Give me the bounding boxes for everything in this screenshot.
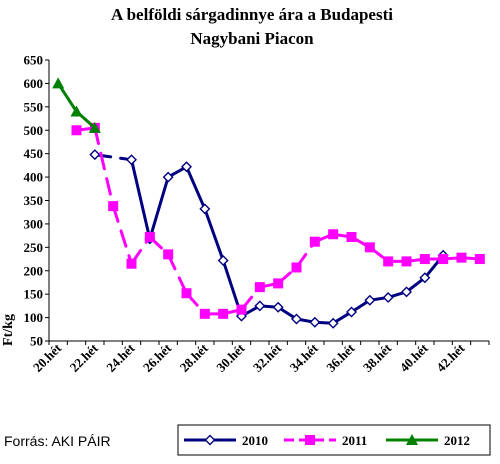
- series-2011-point: [328, 229, 339, 240]
- series-2010-point: [419, 272, 431, 284]
- series-2011-point: [126, 258, 137, 269]
- series-2011-point: [291, 262, 302, 273]
- series-2011-segment: [93, 126, 115, 208]
- y-tick-label: 600: [24, 76, 44, 91]
- y-tick-label: 100: [24, 310, 44, 325]
- series-2010-point: [254, 300, 266, 312]
- chart-title-line-1: A belföldi sárgadinnye ára a Budapesti: [111, 5, 393, 24]
- series-2010-point: [162, 171, 174, 183]
- legend-label-2012: 2012: [444, 433, 470, 448]
- x-tick-label: 34.hét: [287, 340, 322, 375]
- chart-title-line-2: Nagybani Piacon: [190, 29, 314, 48]
- x-tick-label: 24.hét: [103, 340, 138, 375]
- legend-label-2011: 2011: [342, 433, 367, 448]
- series-2010-point: [327, 317, 339, 329]
- series-2010-point: [126, 154, 137, 166]
- series-2011-point: [419, 254, 430, 265]
- series-2011-segment: [166, 252, 188, 295]
- series-2010-point: [199, 203, 211, 215]
- legend-item-2010: 2010: [184, 433, 268, 448]
- x-tick-label: 26.hét: [140, 340, 175, 375]
- series-2010-segment: [203, 207, 225, 262]
- y-tick-label: 500: [24, 123, 44, 138]
- x-tick-label: 38.hét: [360, 340, 395, 375]
- series-2011: [71, 122, 485, 319]
- series-2010-point: [346, 306, 357, 318]
- x-tick-label: 22.hét: [67, 340, 102, 375]
- source-note: Forrás: AKI PÁIR: [4, 433, 111, 449]
- x-tick-label: 42.hét: [433, 340, 468, 375]
- series-2011-point: [199, 308, 210, 319]
- y-tick-label: 450: [24, 146, 44, 161]
- series-2011-segment: [111, 204, 133, 266]
- series-2011-point: [474, 254, 485, 265]
- legend-marker-2012: [406, 434, 418, 445]
- series-2010-point: [272, 301, 284, 313]
- x-tick-label: 28.hét: [177, 340, 212, 375]
- series-2011-point: [71, 125, 82, 136]
- y-tick-label: 150: [24, 287, 44, 302]
- series-2010-segment: [130, 158, 152, 241]
- x-tick-labels: 20.hét 22.hét 24.hét 26.hét 28.hét 30.hét 32.h…: [30, 340, 468, 375]
- series-2011-point: [144, 232, 155, 243]
- legend: 2010 2011 2012: [177, 424, 491, 456]
- series-2011-point: [254, 282, 265, 293]
- y-tick-label: 650: [24, 53, 44, 68]
- series-2012: [52, 77, 101, 133]
- series-2011-point: [236, 304, 247, 315]
- x-tick-label: 32.hét: [250, 340, 285, 375]
- series-2011-point: [383, 256, 394, 267]
- x-tick-label: 30.hét: [213, 340, 248, 375]
- series-2011-point: [438, 254, 449, 265]
- series-2011-point: [218, 308, 229, 319]
- series-2011-point: [181, 288, 192, 299]
- y-tick-label: 250: [24, 240, 44, 255]
- series-2010-point: [89, 149, 101, 161]
- series-2011-point: [309, 236, 320, 247]
- series-2011-point: [273, 278, 284, 289]
- series-2010-segment: [185, 165, 207, 211]
- y-tick-label: 50: [30, 334, 43, 349]
- y-tick-label: 550: [24, 99, 44, 114]
- y-tick-labels: 50 100 150 200 250 300 350 400 450 500 550 600 650: [24, 53, 44, 349]
- legend-marker-2011: [305, 435, 315, 445]
- series-2011-point: [456, 252, 467, 263]
- x-tick-label: 36.hét: [323, 340, 358, 375]
- legend-marker-2010: [204, 434, 216, 446]
- series-2011-point: [346, 232, 357, 243]
- series-2010-point: [181, 161, 192, 173]
- x-tick-label: 40.hét: [397, 340, 432, 375]
- series-2012-point: [70, 105, 83, 117]
- series-2010-point: [309, 316, 321, 328]
- series-2010-point: [401, 286, 412, 298]
- legend-label-2010: 2010: [242, 433, 268, 448]
- legend-item-2012: 2012: [386, 433, 470, 448]
- y-axis-label: Ft/kg: [1, 314, 16, 346]
- series-2010-point: [364, 294, 376, 306]
- y-tick-label: 400: [24, 170, 44, 185]
- series-2011-point: [364, 242, 375, 253]
- series-2010: [89, 149, 449, 329]
- y-tick-label: 200: [24, 263, 44, 278]
- series-2011-point: [108, 201, 119, 212]
- series-2012-point: [52, 77, 65, 89]
- series-2010-point: [291, 313, 302, 325]
- y-tick-label: 350: [24, 193, 44, 208]
- series-2010-segment: [148, 175, 170, 241]
- legend-item-2011: 2011: [284, 433, 367, 448]
- y-tick-label: 300: [24, 216, 44, 231]
- series-2011-point: [401, 256, 412, 267]
- series-2011-point: [163, 249, 174, 260]
- series-2010-point: [217, 254, 229, 266]
- series-group: [52, 77, 485, 329]
- series-2010-point: [382, 291, 394, 303]
- series-2012-point: [88, 121, 101, 133]
- axes: [45, 59, 490, 345]
